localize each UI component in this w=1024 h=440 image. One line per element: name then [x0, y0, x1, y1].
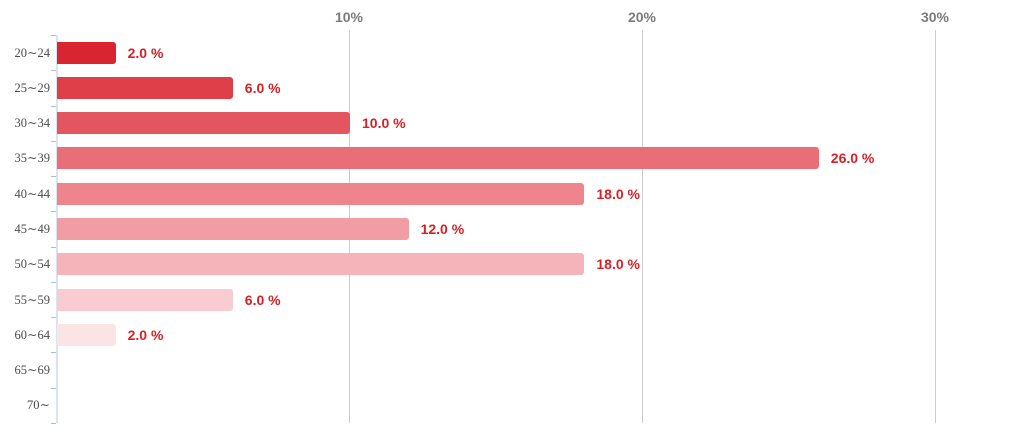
- y-axis-tick: [51, 176, 56, 178]
- bar: [57, 147, 819, 170]
- bar: [57, 41, 116, 64]
- y-axis-tick: [51, 140, 56, 142]
- x-gridline: [642, 30, 643, 423]
- bar: [57, 112, 350, 135]
- bar-value-label: 18.0 %: [596, 185, 640, 202]
- x-axis-tick-label: 20%: [627, 9, 657, 25]
- category-label: 45∼49: [14, 222, 50, 236]
- x-axis-tick-label: 30%: [920, 9, 950, 25]
- y-axis-tick: [51, 70, 56, 72]
- bar-value-label: 6.0 %: [244, 79, 281, 96]
- bar-value-label: 12.0 %: [420, 221, 465, 237]
- category-label: 25∼29: [14, 80, 50, 95]
- x-axis-tick-label: 10%: [334, 9, 364, 25]
- y-axis-tick: [51, 246, 56, 248]
- bar: [57, 182, 585, 205]
- y-axis-tick: [51, 317, 56, 319]
- category-label: 65∼69: [14, 363, 50, 378]
- bar-value-label: 10.0 %: [362, 115, 406, 132]
- y-axis-tick: [51, 35, 56, 36]
- bar-value-label: 2.0 %: [127, 326, 164, 343]
- bar: [57, 323, 116, 346]
- category-label: 30∼34: [14, 116, 50, 131]
- category-label: 20∼24: [14, 45, 50, 60]
- bar: [57, 76, 233, 99]
- bar-value-label: 26.0 %: [830, 150, 875, 167]
- y-axis-tick: [51, 352, 56, 354]
- bar-value-label: 6.0 %: [244, 291, 281, 308]
- y-axis-tick: [51, 423, 56, 424]
- y-axis-tick: [51, 387, 56, 389]
- category-label: 35∼39: [14, 151, 50, 166]
- bar: [57, 218, 409, 240]
- bar: [57, 288, 233, 311]
- category-label: 50∼54: [14, 257, 50, 272]
- x-gridline: [935, 30, 936, 423]
- bar: [57, 253, 585, 276]
- y-axis-tick: [51, 105, 56, 107]
- bar-value-label: 18.0 %: [596, 256, 640, 273]
- category-label: 40∼44: [14, 186, 50, 201]
- bar-value-label: 2.0 %: [127, 44, 164, 61]
- category-label: 60∼64: [14, 327, 50, 342]
- y-axis-tick: [51, 211, 56, 213]
- category-label: 55∼59: [14, 292, 50, 307]
- category-label: 70∼: [27, 398, 50, 413]
- y-axis-tick: [51, 281, 56, 283]
